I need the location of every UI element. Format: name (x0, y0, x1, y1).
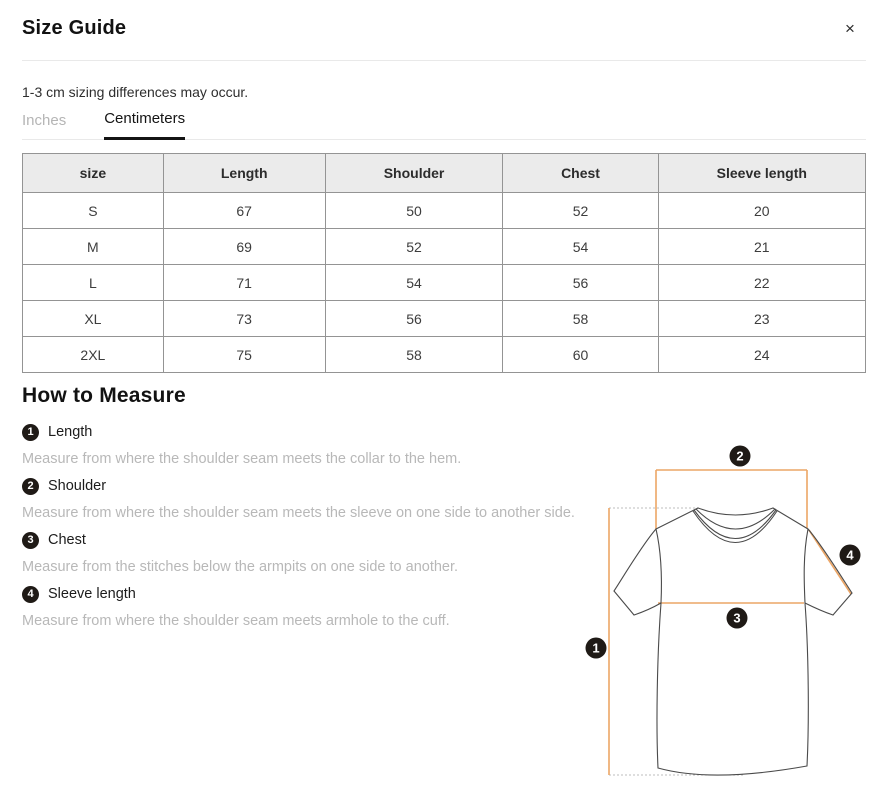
table-row: L 71 54 56 22 (22, 264, 867, 301)
table-header-cell: Length (162, 153, 326, 193)
size-table: size Length Shoulder Chest Sleeve length… (22, 153, 867, 373)
header-divider (22, 60, 866, 61)
tshirt-hem (657, 765, 808, 776)
table-row: S 67 50 52 20 (22, 192, 867, 229)
svg-text:4: 4 (846, 548, 854, 563)
tshirt-body-side-left (656, 602, 662, 769)
table-cell: 54 (324, 264, 504, 301)
table-header-cell: size (22, 153, 164, 193)
svg-text:1: 1 (592, 641, 599, 656)
table-cell: 52 (324, 228, 504, 265)
table-cell: 58 (502, 300, 659, 337)
page-title: Size Guide (22, 17, 127, 39)
tshirt-sleeve-right-cuff (832, 592, 853, 616)
table-header-cell: Chest (502, 153, 659, 193)
table-cell: 23 (657, 300, 867, 337)
table-cell: XL (22, 300, 164, 337)
measure-label: Length (48, 424, 93, 440)
measure-description: Measure from where the shoulder seam mee… (22, 451, 462, 467)
tshirt-sleeve-left-underarm (633, 602, 662, 616)
table-cell: 22 (657, 264, 867, 301)
measure-item-length: 1 Length Measure from where the shoulder… (22, 423, 597, 468)
table-cell: M (22, 228, 164, 265)
table-cell: 56 (324, 300, 504, 337)
close-icon[interactable]: × (837, 16, 863, 42)
sleeve-measure-line (808, 529, 852, 595)
tshirt-shoulder-seam-right (772, 507, 809, 530)
table-header-row: size Length Shoulder Chest Sleeve length (22, 153, 867, 193)
tshirt-sleeve-seam-left (655, 528, 663, 604)
tshirt-body-side-right (804, 602, 809, 767)
measure-description: Measure from where the shoulder seam mee… (22, 505, 575, 521)
table-cell: 67 (162, 192, 326, 229)
number-badge-3: 3 (22, 531, 39, 549)
diagram-badge-2: 2 (729, 445, 751, 467)
tshirt-shoulder-seam-left (655, 507, 699, 530)
number-badge-2: 2 (22, 477, 39, 495)
diagram-badge-3: 3 (726, 607, 748, 629)
table-cell: 21 (657, 228, 867, 265)
measure-description: Measure from the stitches below the armp… (22, 559, 459, 575)
table-cell: 60 (502, 336, 659, 373)
table-cell: 58 (324, 336, 504, 373)
svg-text:2: 2 (736, 449, 743, 464)
unit-tabs: Inches Centimeters (22, 110, 186, 140)
tshirt-sleeve-right-outer (807, 528, 853, 594)
diagram-badge-4: 4 (839, 544, 861, 566)
table-cell: 52 (502, 192, 659, 229)
svg-text:3: 3 (733, 611, 740, 626)
tshirt-sleeve-left-outer (613, 528, 657, 592)
measure-label: Shoulder (48, 478, 107, 494)
table-cell: S (22, 192, 164, 229)
measure-label: Sleeve length (48, 586, 136, 602)
tshirt-sleeve-right-underarm (804, 602, 834, 616)
table-cell: 24 (657, 336, 867, 373)
tab-centimeters[interactable]: Centimeters (104, 110, 186, 140)
tshirt-sleeve-left-cuff (613, 590, 635, 616)
table-row: M 69 52 54 21 (22, 228, 867, 265)
number-badge-1: 1 (22, 423, 39, 441)
table-cell: 50 (324, 192, 504, 229)
table-cell: 20 (657, 192, 867, 229)
tshirt-collar-curve (692, 510, 778, 544)
number-badge-4: 4 (22, 585, 39, 603)
measure-item-sleeve-length: 4 Sleeve length Measure from where the s… (22, 585, 597, 630)
table-cell: 69 (162, 228, 326, 265)
tab-inches[interactable]: Inches (22, 110, 66, 140)
table-cell: 75 (162, 336, 326, 373)
tshirt-sleeve-seam-right (803, 528, 809, 604)
table-cell: L (22, 264, 164, 301)
table-cell: 56 (502, 264, 659, 301)
tshirt-collar-curve (695, 508, 776, 530)
tabs-divider (22, 139, 866, 140)
table-cell: 71 (162, 264, 326, 301)
diagram-badge-1: 1 (585, 637, 607, 659)
table-row: XL 73 56 58 23 (22, 300, 867, 337)
table-cell: 2XL (22, 336, 164, 373)
tshirt-collar-curve (693, 509, 777, 539)
table-header-cell: Sleeve length (657, 153, 867, 193)
how-to-measure-title: How to Measure (22, 384, 186, 407)
sizing-note: 1-3 cm sizing differences may occur. (22, 84, 249, 100)
tshirt-diagram-svg: 1 2 3 4 (585, 445, 861, 776)
measure-item-shoulder: 2 Shoulder Measure from where the should… (22, 477, 597, 522)
table-cell: 54 (502, 228, 659, 265)
measure-description: Measure from where the shoulder seam mee… (22, 613, 450, 629)
table-header-cell: Shoulder (324, 153, 504, 193)
measure-item-chest: 3 Chest Measure from the stitches below … (22, 531, 597, 576)
table-cell: 73 (162, 300, 326, 337)
tshirt-measurement-diagram: 1 2 3 4 (580, 437, 887, 810)
table-row: 2XL 75 58 60 24 (22, 336, 867, 373)
measure-label: Chest (48, 532, 86, 548)
tshirt-collar-curve (697, 507, 774, 516)
